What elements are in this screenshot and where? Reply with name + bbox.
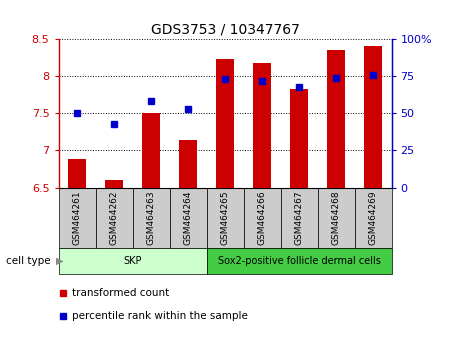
Bar [290,90,308,188]
Text: GSM464263: GSM464263 [147,190,156,245]
Text: GSM464268: GSM464268 [332,190,341,245]
Bar [327,50,345,188]
Bar [364,46,382,188]
Text: GSM464266: GSM464266 [257,190,266,245]
Bar [280,188,318,248]
Bar [318,188,355,248]
Bar [58,188,95,248]
Bar [105,180,123,188]
Bar [207,248,392,274]
Text: GSM464262: GSM464262 [109,190,118,245]
Text: cell type: cell type [6,256,54,266]
Bar [58,248,207,274]
Bar [170,188,207,248]
Bar [132,188,170,248]
Title: GDS3753 / 10347767: GDS3753 / 10347767 [151,22,299,36]
Bar [95,188,132,248]
Text: Sox2-positive follicle dermal cells: Sox2-positive follicle dermal cells [217,256,380,266]
Bar [253,63,271,188]
Bar [355,188,392,248]
Text: ▶: ▶ [56,256,64,266]
Text: GSM464269: GSM464269 [369,190,378,245]
Bar [68,159,86,188]
Bar [243,188,280,248]
Text: percentile rank within the sample: percentile rank within the sample [72,311,248,321]
Bar [216,59,234,188]
Bar [207,188,243,248]
Text: SKP: SKP [123,256,142,266]
Text: GSM464264: GSM464264 [184,190,193,245]
Text: GSM464267: GSM464267 [294,190,303,245]
Text: GSM464265: GSM464265 [220,190,230,245]
Text: transformed count: transformed count [72,288,169,298]
Bar [142,113,160,188]
Text: GSM464261: GSM464261 [72,190,81,245]
Bar [179,140,197,188]
